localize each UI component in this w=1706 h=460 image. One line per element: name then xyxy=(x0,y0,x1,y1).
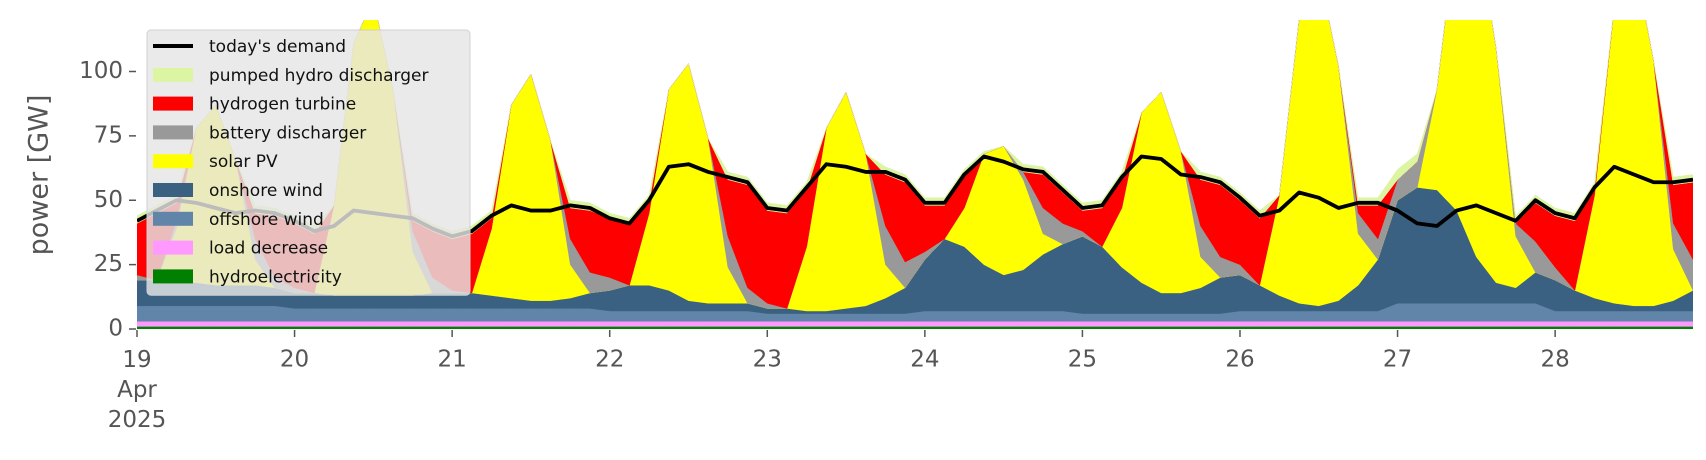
legend-label: pumped hydro discharger xyxy=(209,66,428,86)
x-tick-label: 25 xyxy=(1068,347,1097,373)
x-tick-label: 22 xyxy=(595,347,624,373)
legend-box xyxy=(146,29,471,296)
legend-swatch xyxy=(153,96,193,111)
legend-swatch xyxy=(153,67,193,82)
legend-swatch xyxy=(153,240,193,255)
x-tick-label: 27 xyxy=(1383,347,1412,373)
x-tick-label: 26 xyxy=(1225,347,1254,373)
area xyxy=(137,326,1693,329)
y-tick-label: 0 xyxy=(108,316,123,342)
x-tick-label: 23 xyxy=(753,347,782,373)
legend-swatch xyxy=(153,125,193,140)
legend-label: solar PV xyxy=(209,152,278,172)
area xyxy=(137,321,1693,327)
legend-swatch xyxy=(153,269,193,284)
x-tick-label: 28 xyxy=(1540,347,1569,373)
legend-swatch xyxy=(153,154,193,169)
x-tick-label: 21 xyxy=(437,347,466,373)
legend-swatch xyxy=(153,183,193,197)
y-axis-label: power [GW] xyxy=(24,95,55,256)
x-tick-label: 20 xyxy=(280,347,309,373)
legend-label: battery discharger xyxy=(209,123,366,143)
legend-label: hydroelectricity xyxy=(209,267,342,287)
y-tick-label: 25 xyxy=(94,251,123,277)
y-tick-label: 75 xyxy=(94,122,123,148)
y-tick-label: 100 xyxy=(79,58,123,84)
x-tick-label: 24 xyxy=(910,347,939,373)
legend-label: onshore wind xyxy=(209,181,323,201)
y-tick-label: 50 xyxy=(94,187,123,213)
legend-label: today's demand xyxy=(209,37,346,57)
legend-label: offshore wind xyxy=(209,210,324,230)
legend-label: load decrease xyxy=(209,239,328,259)
legend-swatch xyxy=(153,211,193,226)
x-tick-label: 19 Apr 2025 xyxy=(108,347,167,433)
legend-label: hydrogen turbine xyxy=(209,95,356,115)
